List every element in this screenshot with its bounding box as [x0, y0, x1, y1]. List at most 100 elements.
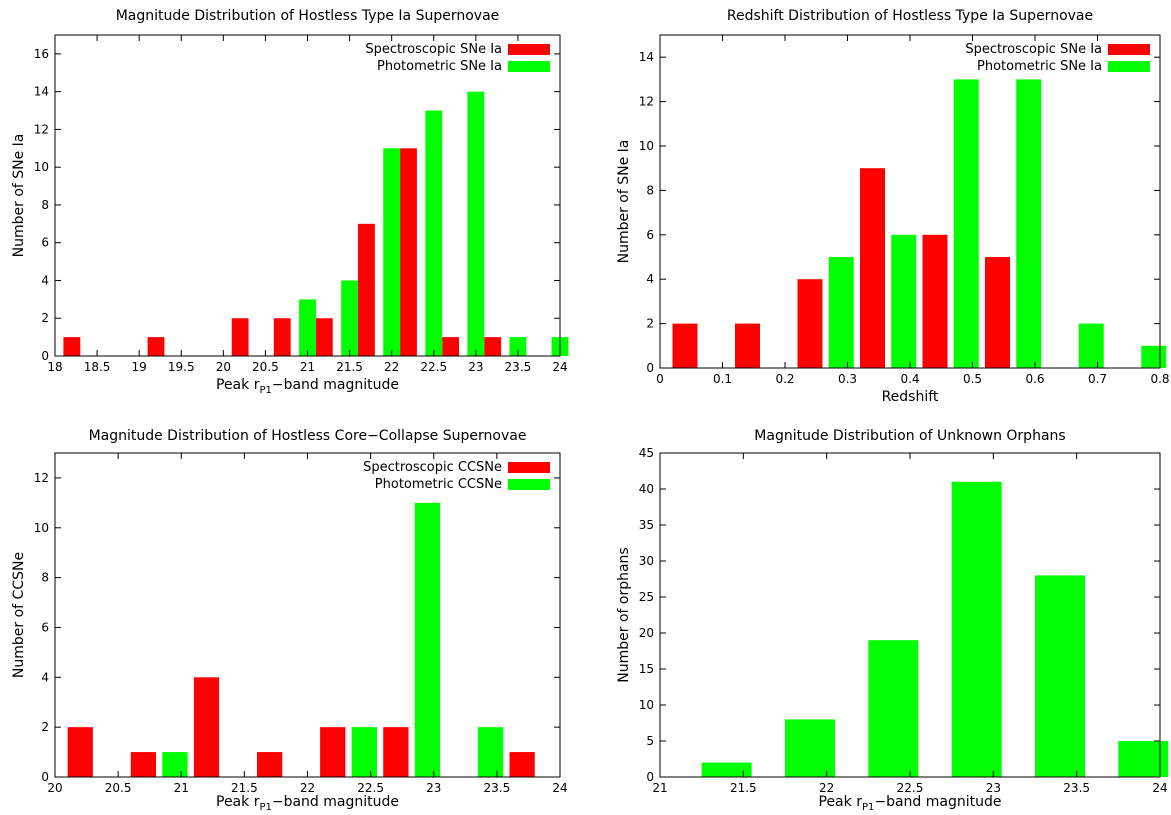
y-tick-label: 4 — [646, 272, 654, 286]
x-tick-label: 24 — [552, 360, 567, 374]
x-tick-label: 0.7 — [1088, 372, 1107, 386]
x-tick-label: 19 — [132, 360, 147, 374]
x-tick-label: 23 — [426, 781, 441, 795]
y-tick-label: 12 — [34, 122, 49, 136]
bar-series1-4 — [273, 318, 291, 356]
bar-series2-4 — [1016, 79, 1042, 369]
y-tick-label: 12 — [639, 95, 654, 109]
legend-label-1: Spectroscopic CCSNe — [363, 460, 502, 475]
x-axis-label-main: Peak r — [216, 377, 260, 393]
legend-swatch-2 — [1108, 61, 1150, 72]
x-tick-label: 24 — [1152, 781, 1167, 795]
bar-series2-2 — [341, 280, 358, 356]
y-tick-label: 14 — [639, 50, 654, 64]
bar-series2-4 — [477, 727, 504, 777]
chart-panel-2: 0 0.1 0.2 0.3 0.4 0.5 0.6 0.7 0.8 0 2 4 6 8 10 12 14 Reds… — [616, 8, 1170, 405]
y-tick-label: 0 — [41, 770, 49, 784]
bar-series1-1 — [63, 337, 81, 356]
x-tick-label: 23.5 — [1063, 781, 1090, 795]
y-tick-label: 35 — [639, 518, 654, 532]
x-tick-label: 21 — [652, 781, 667, 795]
chart-title: Magnitude Distribution of Unknown Orphan… — [754, 428, 1065, 444]
y-tick-label: 10 — [34, 521, 49, 535]
x-tick-label: 20 — [216, 360, 231, 374]
legend-label-2: Photometric CCSNe — [375, 477, 502, 492]
chart-title: Redshift Distribution of Hostless Type I… — [727, 8, 1093, 24]
y-tick-label: 10 — [639, 698, 654, 712]
legend-swatch-1 — [508, 44, 550, 55]
x-tick-label: 19.5 — [168, 360, 195, 374]
legend-swatch-1 — [1108, 44, 1150, 55]
x-axis-label-suffix: −band magnitude — [874, 794, 1001, 810]
x-axis-label: Peak rP1−band magnitude — [216, 377, 399, 396]
x-tick-label: 21 — [174, 781, 189, 795]
x-axis-label-main: Peak r — [819, 794, 863, 810]
x-tick-label: 22 — [300, 781, 315, 795]
bar-series1-3 — [193, 677, 220, 777]
bar-series1-3 — [231, 318, 249, 356]
x-tick-label: 22.5 — [420, 360, 447, 374]
chart-title: Magnitude Distribution of Hostless Type … — [116, 8, 500, 24]
x-axis-label-main: Peak r — [216, 794, 260, 810]
x-axis-label-main: Redshift — [882, 389, 939, 405]
bar-series1-6 — [985, 257, 1010, 368]
legend-label-2: Photometric SNe Ia — [377, 59, 502, 74]
y-tick-label: 5 — [646, 734, 654, 748]
x-tick-label: 0.2 — [775, 372, 794, 386]
y-axis-label: Number of SNe Ia — [11, 134, 27, 258]
x-tick-label: 0.4 — [900, 372, 919, 386]
bar-series1-9 — [484, 337, 502, 356]
bar-series1-5 — [315, 318, 333, 356]
x-axis-label-suffix: −band magnitude — [272, 377, 399, 393]
y-tick-label: 30 — [639, 554, 654, 568]
y-tick-label: 0 — [646, 361, 654, 375]
legend-swatch-2 — [508, 479, 550, 490]
bar-series2-3 — [953, 79, 979, 369]
bar-series1-5 — [1035, 575, 1085, 777]
y-tick-label: 0 — [41, 349, 49, 363]
x-axis-label: Peak rP1−band magnitude — [819, 794, 1002, 813]
bar-series2-4 — [425, 110, 443, 356]
x-tick-label: 23 — [986, 781, 1001, 795]
bar-series1-7 — [400, 148, 417, 356]
y-tick-label: 45 — [639, 446, 654, 460]
chart-panel-1: 18 18.5 19 19.5 20 20.5 21 21.5 22 22.5 23 23.5 2402… — [11, 8, 569, 396]
y-tick-label: 8 — [41, 198, 49, 212]
x-tick-label: 22 — [384, 360, 399, 374]
y-tick-label: 16 — [34, 47, 49, 61]
bar-series2-2 — [351, 727, 377, 777]
y-axis-label: Number of SNe Ia — [616, 140, 632, 264]
x-tick-label: 0.1 — [713, 372, 732, 386]
y-tick-label: 14 — [34, 85, 49, 99]
bar-series2-2 — [891, 234, 917, 368]
chart-title: Magnitude Distribution of Hostless Core−… — [89, 428, 527, 444]
y-tick-label: 8 — [646, 183, 654, 197]
bar-series1-1 — [672, 323, 698, 368]
x-tick-label: 21.5 — [730, 781, 757, 795]
x-tick-label: 0.3 — [838, 372, 857, 386]
legend-label-1: Spectroscopic SNe Ia — [965, 42, 1102, 57]
x-tick-label: 23.5 — [484, 781, 511, 795]
bar-series2-5 — [1078, 323, 1104, 368]
y-tick-label: 10 — [639, 139, 654, 153]
bar-series1-2 — [785, 719, 835, 777]
bar-series1-3 — [797, 279, 823, 368]
x-tick-label: 18 — [47, 360, 62, 374]
x-tick-label: 0.6 — [1025, 372, 1044, 386]
bar-series2-6 — [1141, 345, 1167, 368]
y-tick-label: 8 — [41, 571, 49, 585]
legend-label-1: Spectroscopic SNe Ia — [365, 42, 502, 57]
y-tick-label: 20 — [639, 626, 654, 640]
x-axis-label-subscript: P1 — [259, 802, 271, 813]
x-tick-label: 20 — [47, 781, 62, 795]
bar-series1-7 — [509, 752, 535, 777]
x-tick-label: 20.5 — [105, 781, 132, 795]
bar-series2-5 — [467, 91, 485, 356]
bar-series1-4 — [257, 752, 283, 777]
y-tick-label: 15 — [639, 662, 654, 676]
legend-swatch-2 — [508, 61, 550, 72]
y-tick-label: 40 — [639, 482, 654, 496]
bar-series1-6 — [383, 727, 409, 777]
x-tick-label: 23.5 — [505, 360, 532, 374]
